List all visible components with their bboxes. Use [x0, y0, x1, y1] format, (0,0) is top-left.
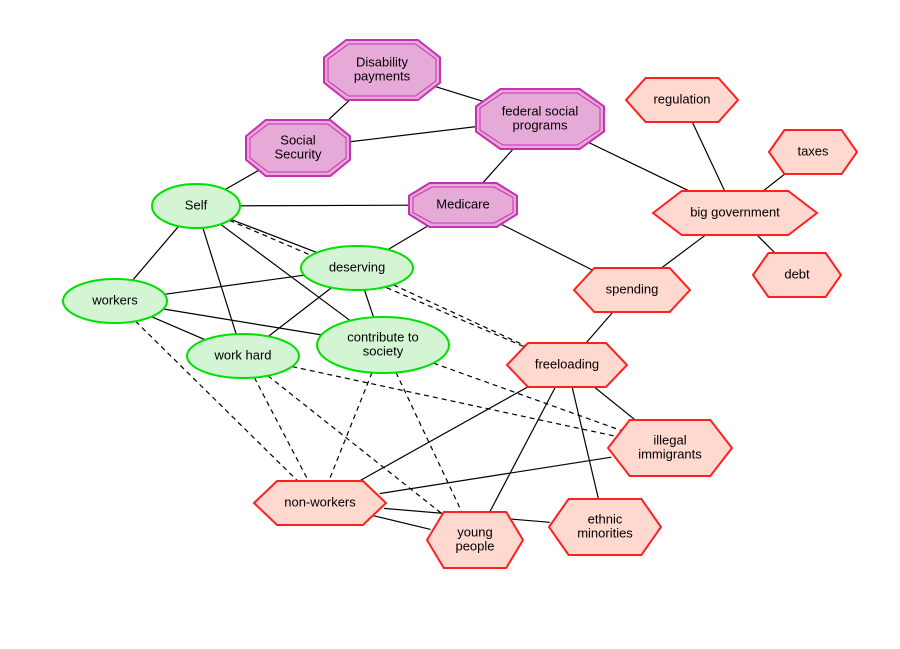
edge-freeloading-young — [489, 387, 555, 514]
node-illegal: illegalimmigrants — [608, 420, 732, 476]
nodes-layer: Disabilitypayments federal socialprograms… — [63, 40, 857, 568]
node-label: ethnic — [588, 511, 623, 526]
node-workhard: work hard — [187, 334, 299, 378]
node-taxes: taxes — [769, 130, 857, 174]
node-label: contribute to — [347, 329, 419, 344]
node-label: young — [457, 524, 492, 539]
node-label: Social — [280, 132, 316, 147]
edge-workers-contribute — [164, 309, 322, 335]
edge-medicare-deserving — [388, 223, 433, 250]
node-workers: workers — [63, 279, 167, 323]
edge-medicare-spending — [497, 222, 597, 272]
node-label: workers — [91, 292, 138, 307]
node-label: Self — [185, 197, 208, 212]
node-spending: spending — [574, 268, 690, 312]
edge-regulation-biggov — [692, 122, 725, 192]
node-label: Disability — [356, 54, 409, 69]
edge-deserving-workhard — [268, 288, 331, 337]
edge-contribute-young — [396, 373, 462, 514]
node-label: minorities — [577, 525, 633, 540]
node-label: regulation — [653, 91, 710, 106]
node-label: deserving — [329, 259, 385, 274]
edge-workers-workhard — [152, 317, 206, 340]
edge-self-workers — [133, 226, 179, 280]
edge-contribute-nonworkers — [329, 373, 372, 482]
edge-spending-biggov — [658, 234, 707, 271]
node-debt: debt — [753, 253, 841, 297]
edge-disability-fedsocial — [432, 85, 487, 102]
node-label: immigrants — [638, 446, 702, 461]
node-young: youngpeople — [427, 512, 523, 568]
node-label: Medicare — [436, 196, 489, 211]
node-disability: Disabilitypayments — [324, 40, 440, 100]
node-fedsocial: federal socialprograms — [476, 89, 604, 149]
node-label: payments — [354, 68, 411, 83]
edge-nonworkers-illegal — [380, 457, 612, 493]
node-label: work hard — [213, 347, 271, 362]
node-label: debt — [784, 266, 810, 281]
node-regulation: regulation — [626, 78, 738, 122]
edge-medicare-self — [240, 205, 409, 206]
edge-fedsocial-socialsec — [349, 126, 478, 141]
edge-workers-deserving — [165, 275, 305, 294]
concept-network-diagram: Disabilitypayments federal socialprograms… — [0, 0, 900, 649]
node-nonworkers: non-workers — [254, 481, 386, 525]
node-ethnic: ethnicminorities — [549, 499, 661, 555]
edge-freeloading-ethnic — [572, 387, 598, 499]
node-label: freeloading — [535, 356, 599, 371]
node-label: spending — [606, 281, 659, 296]
node-label: illegal — [653, 432, 686, 447]
node-label: programs — [513, 117, 568, 132]
edge-workhard-nonworkers — [254, 378, 308, 482]
node-medicare: Medicare — [409, 183, 517, 227]
node-deserving: deserving — [301, 246, 413, 290]
edge-freeloading-illegal — [592, 385, 640, 424]
node-socialsec: SocialSecurity — [246, 120, 350, 176]
node-label: federal social — [502, 103, 579, 118]
edge-deserving-contribute — [364, 290, 373, 318]
node-label: taxes — [797, 143, 829, 158]
edge-fedsocial-medicare — [482, 147, 516, 185]
edge-self-deserving — [231, 219, 317, 252]
edge-nonworkers-young — [374, 516, 431, 530]
node-label: non-workers — [284, 494, 356, 509]
edge-socialsec-self — [225, 168, 262, 189]
node-biggov: big government — [653, 191, 817, 235]
node-label: society — [363, 343, 404, 358]
node-label: people — [455, 538, 494, 553]
edge-spending-freeloading — [585, 311, 614, 344]
node-freeloading: freeloading — [507, 343, 627, 387]
node-self: Self — [152, 184, 240, 228]
node-label: big government — [690, 204, 780, 219]
edge-fedsocial-biggov — [585, 141, 696, 194]
edge-freeloading-nonworkers — [354, 383, 534, 484]
node-label: Security — [275, 146, 322, 161]
node-contribute: contribute tosociety — [317, 317, 449, 373]
